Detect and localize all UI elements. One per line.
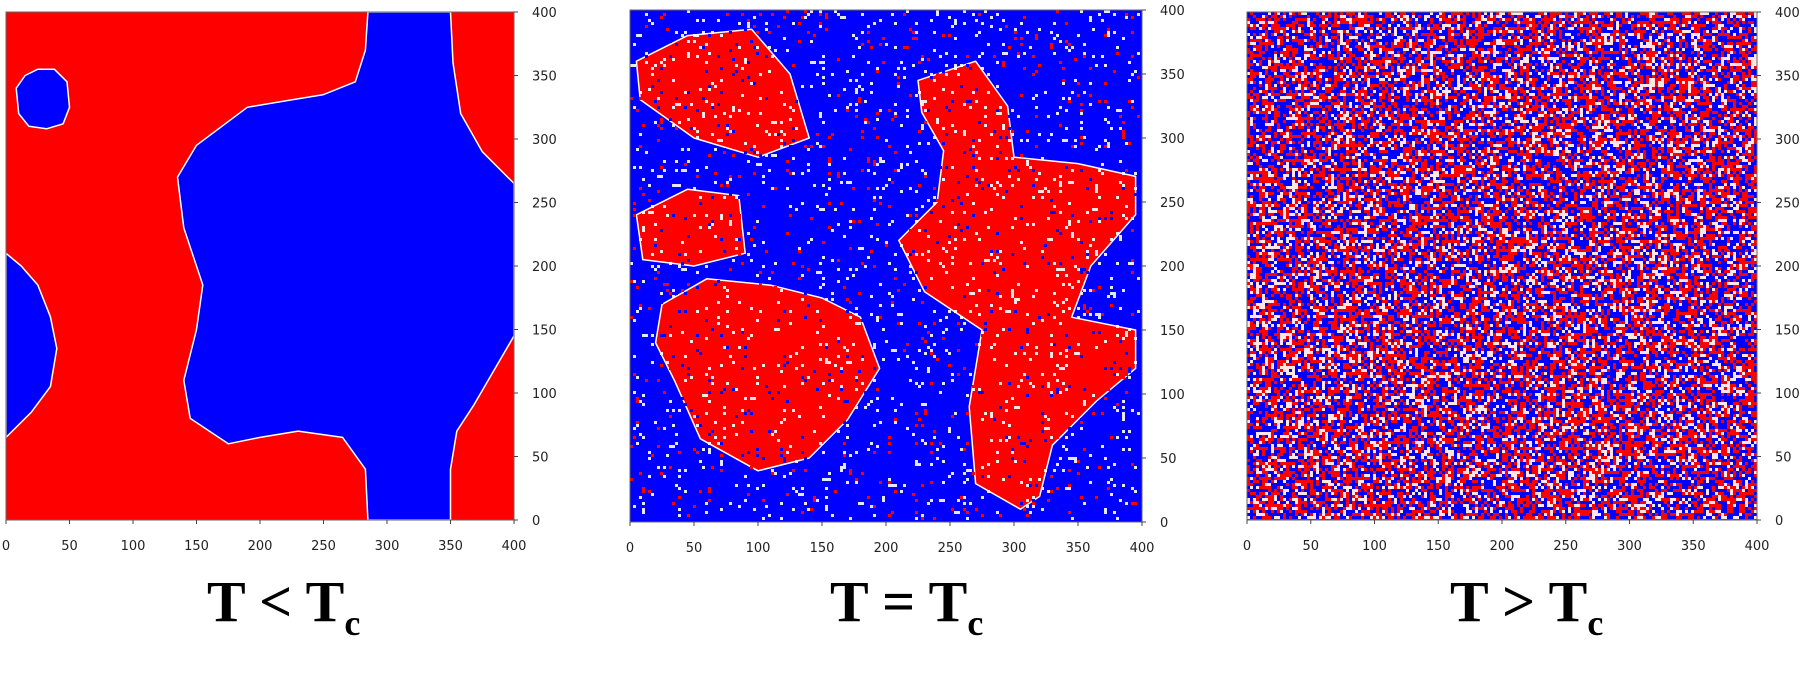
y-tick-label: 350	[532, 70, 557, 85]
y-tick-label: 150	[1775, 324, 1800, 339]
x-tick-label: 350	[1066, 541, 1091, 556]
panel-above-tc: 0 50 100 150 200 250 300 350 400 0 50 100 150 200 250 3…	[1240, 0, 1801, 677]
y-tick-label: 350	[1775, 70, 1800, 85]
x-tick-label: 350	[438, 539, 463, 554]
y-tick-label: 300	[1775, 133, 1800, 148]
heatmap-below-tc: 0 50 100 150 200 250 300 350 400 0 50 100 150 200 250 3…	[2, 6, 557, 554]
domain-wall-noise	[1247, 12, 1757, 519]
y-tick-label: 250	[1775, 197, 1800, 212]
caption-at-tc: T = Tc	[830, 568, 983, 644]
y-tick-label: 200	[1160, 260, 1185, 275]
caption-lhs: T	[207, 569, 245, 634]
y-tick-label: 0	[1160, 516, 1168, 531]
x-tick-label: 250	[1553, 539, 1578, 554]
caption-sub: c	[344, 603, 361, 643]
heatmap-at-tc: 0 50 100 150 200 250 300 350 400 0 50 100 150 200 250 3…	[626, 4, 1185, 556]
x-tick-label: 100	[1362, 539, 1387, 554]
x-tick-label: 300	[375, 539, 400, 554]
y-tick-label: 350	[1160, 68, 1185, 83]
caption-sub: c	[967, 603, 984, 643]
x-tick-label: 200	[874, 541, 899, 556]
x-tick-label: 300	[1002, 541, 1027, 556]
y-tick-label: 300	[1160, 132, 1185, 147]
y-tick-label: 300	[532, 133, 557, 148]
spin-field	[6, 12, 514, 520]
caption-lhs: T	[1450, 569, 1488, 634]
y-tick-label: 250	[532, 197, 557, 212]
x-tick-label: 0	[1243, 539, 1251, 554]
x-tick-label: 150	[184, 539, 209, 554]
spin-noise-down	[1247, 12, 1757, 519]
heatmap-above-tc: 0 50 100 150 200 250 300 350 400 0 50 100 150 200 250 3…	[1243, 6, 1800, 554]
caption-rhs: T	[305, 569, 345, 634]
caption-op: >	[1502, 569, 1536, 634]
y-tick-label: 100	[1775, 387, 1800, 402]
x-tick-label: 100	[121, 539, 146, 554]
domain-wall-noise	[630, 10, 1140, 520]
y-tick-label: 0	[1775, 514, 1783, 529]
caption-op: <	[259, 569, 293, 634]
spin-field	[1247, 12, 1757, 520]
x-tick-label: 250	[938, 541, 963, 556]
x-tick-label: 50	[61, 539, 78, 554]
spin-domain-up	[635, 188, 746, 267]
caption-rhs: T	[928, 569, 968, 634]
y-tick-label: 50	[1160, 452, 1177, 467]
caption-rhs: T	[1548, 569, 1588, 634]
x-tick-label: 400	[1130, 541, 1155, 556]
y-tick-label: 100	[1160, 388, 1185, 403]
y-tick-label: 400	[1160, 4, 1185, 19]
x-tick-label: 200	[1490, 539, 1515, 554]
y-tick-label: 400	[1775, 6, 1800, 21]
spin-domain-down	[176, 12, 514, 520]
spin-domain-down	[15, 68, 71, 130]
x-tick-label: 150	[810, 541, 835, 556]
x-tick-label: 400	[502, 539, 527, 554]
x-tick-label: 50	[1302, 539, 1319, 554]
caption-below-tc: T < Tc	[207, 568, 360, 644]
spin-domain-down	[6, 252, 58, 439]
x-tick-label: 250	[311, 539, 336, 554]
y-tick-label: 250	[1160, 196, 1185, 211]
y-tick-label: 50	[1775, 451, 1792, 466]
x-tick-label: 100	[746, 541, 771, 556]
caption-op: =	[882, 569, 916, 634]
y-tick-label: 150	[532, 324, 557, 339]
spin-field	[630, 10, 1142, 522]
x-tick-label: 0	[2, 539, 10, 554]
panel-at-tc: 0 50 100 150 200 250 300 350 400 0 50 100 150 200 250 3…	[620, 0, 1220, 677]
y-tick-label: 200	[1775, 260, 1800, 275]
x-tick-label: 400	[1745, 539, 1770, 554]
y-tick-label: 400	[532, 6, 557, 21]
y-tick-label: 0	[532, 514, 540, 529]
x-tick-label: 0	[626, 541, 634, 556]
x-tick-label: 50	[686, 541, 703, 556]
y-tick-label: 200	[532, 260, 557, 275]
x-tick-label: 200	[248, 539, 273, 554]
caption-lhs: T	[830, 569, 868, 634]
y-tick-label: 50	[532, 451, 549, 466]
x-tick-label: 350	[1681, 539, 1706, 554]
y-tick-label: 150	[1160, 324, 1185, 339]
x-tick-label: 300	[1617, 539, 1642, 554]
caption-sub: c	[1587, 603, 1604, 643]
caption-above-tc: T > Tc	[1450, 568, 1603, 644]
x-tick-label: 150	[1426, 539, 1451, 554]
panel-below-tc: 0 50 100 150 200 250 300 350 400 0 50 100 150 200 250 3…	[0, 0, 600, 677]
y-tick-label: 100	[532, 387, 557, 402]
